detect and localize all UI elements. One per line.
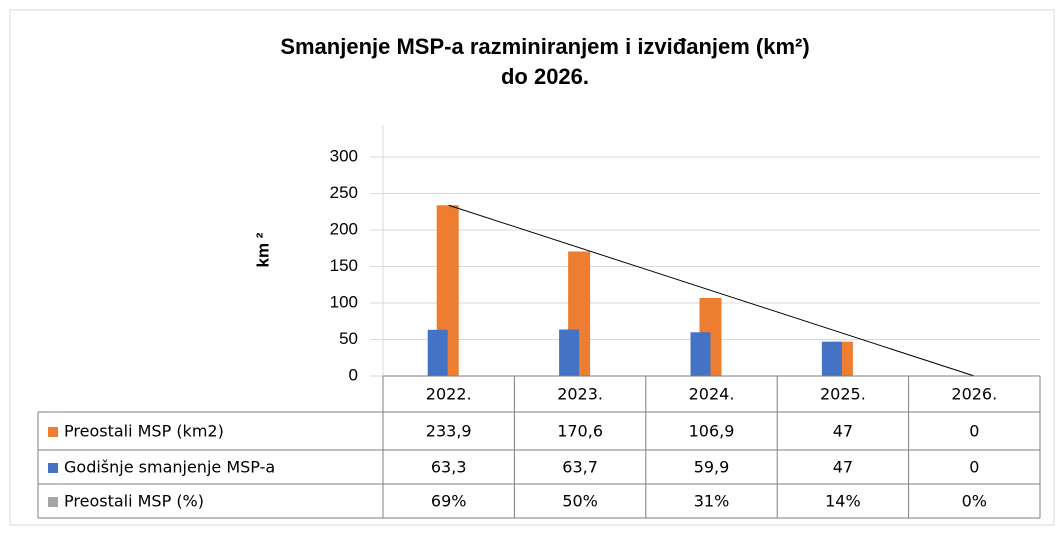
table-value: 170,6: [557, 422, 603, 441]
table-value: 50%: [562, 492, 598, 511]
x-tick-label: 2022.: [426, 385, 472, 404]
table-value: 0: [969, 422, 979, 441]
table-value: 69%: [431, 492, 467, 511]
legend-key: [48, 427, 58, 437]
table-value: 0%: [962, 492, 987, 511]
table-value: 47: [833, 422, 853, 441]
chart-title: Smanjenje MSP-a razminiranjem i izviđanj…: [280, 34, 809, 59]
x-tick-label: 2026.: [951, 385, 997, 404]
y-tick-label: 150: [330, 256, 358, 275]
y-tick-label: 250: [330, 183, 358, 202]
y-tick-label: 0: [349, 365, 358, 384]
chart-border: [9, 9, 1055, 526]
bar: [821, 341, 842, 376]
legend-label: Preostali MSP (%): [64, 492, 204, 511]
legend-label: Godišnje smanjenje MSP-a: [64, 458, 275, 477]
y-tick-label: 100: [330, 292, 358, 311]
y-tick-label: 200: [330, 219, 358, 238]
bar: [690, 332, 711, 376]
table-value: 63,3: [431, 458, 467, 477]
table-value: 14%: [825, 492, 861, 511]
legend-key: [48, 497, 58, 507]
y-tick-label: 300: [330, 146, 358, 165]
y-axis-label: km ²: [253, 232, 272, 267]
legend-label: Preostali MSP (km2): [64, 422, 224, 441]
table-value: 31%: [694, 492, 730, 511]
x-tick-label: 2024.: [689, 385, 735, 404]
x-tick-label: 2025.: [820, 385, 866, 404]
y-tick-label: 50: [339, 329, 358, 348]
table-value: 47: [833, 458, 853, 477]
trend-line: [448, 204, 975, 377]
table-value: 63,7: [562, 458, 598, 477]
table-value: 106,9: [689, 422, 735, 441]
table-value: 0: [969, 458, 979, 477]
x-tick-label: 2023.: [557, 385, 603, 404]
chart-title: do 2026.: [501, 64, 589, 89]
table-value: 59,9: [694, 458, 730, 477]
bar: [559, 329, 580, 376]
bar: [427, 329, 448, 376]
legend-key: [48, 463, 58, 473]
table-value: 233,9: [426, 422, 472, 441]
